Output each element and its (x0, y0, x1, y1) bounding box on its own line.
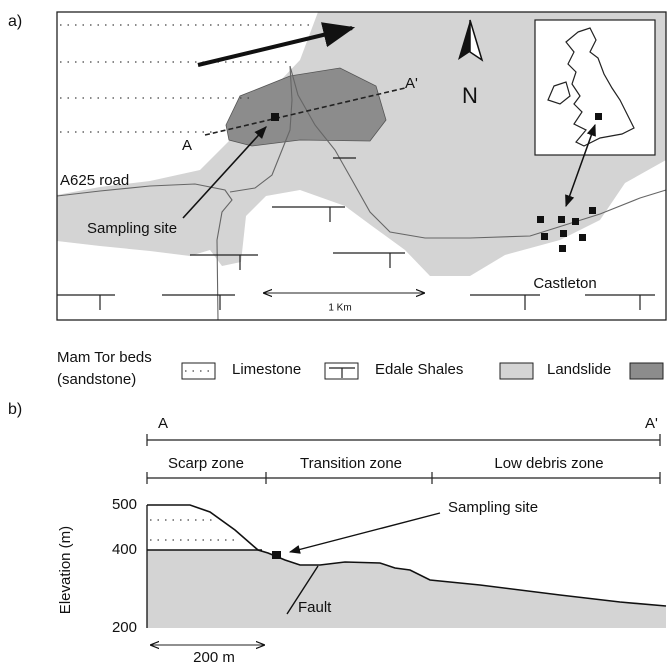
section-end: A' (405, 75, 418, 92)
legend-swatch-sandstone (181, 362, 216, 380)
strike-symbol (57, 294, 115, 310)
sampling-marker (271, 113, 279, 121)
zone-bar (146, 472, 661, 484)
section-line (204, 87, 406, 136)
scale-label: 1 Km (328, 303, 351, 314)
legend-strike (329, 367, 355, 378)
strike-symbol (585, 294, 655, 310)
strike-symbol (470, 294, 540, 310)
edale-shales-area (57, 12, 666, 276)
town-marker (572, 218, 579, 225)
legend-item: Edale Shales (375, 361, 463, 378)
sampling-arrow (182, 126, 267, 219)
zone-label: Low debris zone (494, 455, 603, 472)
flow-arrow (197, 22, 356, 67)
strike-symbol (272, 206, 345, 222)
legend-title: (sandstone) (57, 371, 136, 388)
town-marker (541, 233, 548, 240)
town-label: Castleton (533, 275, 596, 292)
section-end: A' (645, 415, 658, 432)
panel-label: b) (8, 401, 22, 418)
y-tick-label: 400 (112, 541, 137, 558)
sampling-label: Sampling site (448, 499, 538, 516)
shale-symbols (57, 157, 655, 310)
ground-profile (147, 504, 667, 607)
road (289, 65, 667, 239)
north-arrow-left (458, 20, 470, 60)
fault-line (286, 565, 319, 615)
road (229, 65, 293, 193)
town-marker (558, 216, 565, 223)
sampling-arrow (288, 512, 441, 554)
zone-label: Transition zone (300, 455, 402, 472)
panel-label: a) (8, 13, 22, 30)
town-marker (589, 207, 596, 214)
section-start: A (158, 415, 168, 432)
ireland-outline (547, 81, 571, 105)
y-tick-label: 200 (112, 619, 137, 636)
sampling-label: Sampling site (87, 220, 177, 237)
castleton-markers (537, 207, 596, 252)
y-axis-label: Elevation (m) (57, 526, 74, 614)
legend-swatch-shales (499, 362, 534, 380)
legend-item: Limestone (232, 361, 301, 378)
section-start: A (182, 137, 192, 154)
inset-arrow (565, 123, 596, 208)
town-marker (579, 234, 586, 241)
legend-title: Mam Tor beds (57, 349, 152, 366)
fault-label: Fault (298, 599, 332, 616)
town-marker (560, 230, 567, 237)
sampling-marker (272, 551, 281, 559)
road-label: A625 road (60, 172, 129, 189)
section-bar (146, 434, 661, 446)
road (56, 183, 233, 321)
inset-marker (595, 113, 602, 120)
y-tick-label: 500 (112, 496, 137, 513)
legend-swatch-landslide (629, 362, 664, 380)
zone-label: Scarp zone (168, 455, 244, 472)
scale-label: 200 m (193, 649, 235, 666)
north-label: N (462, 83, 478, 108)
strike-symbol (190, 254, 258, 270)
north-arrow-right (469, 19, 484, 62)
town-marker (537, 216, 544, 223)
strike-symbol (162, 294, 235, 310)
strike-symbol (333, 252, 405, 268)
limestone-dots (60, 24, 310, 133)
map-frame (56, 11, 667, 321)
legend-item: Landslide (547, 361, 611, 378)
shale-section (147, 550, 666, 628)
town-marker (559, 245, 566, 252)
